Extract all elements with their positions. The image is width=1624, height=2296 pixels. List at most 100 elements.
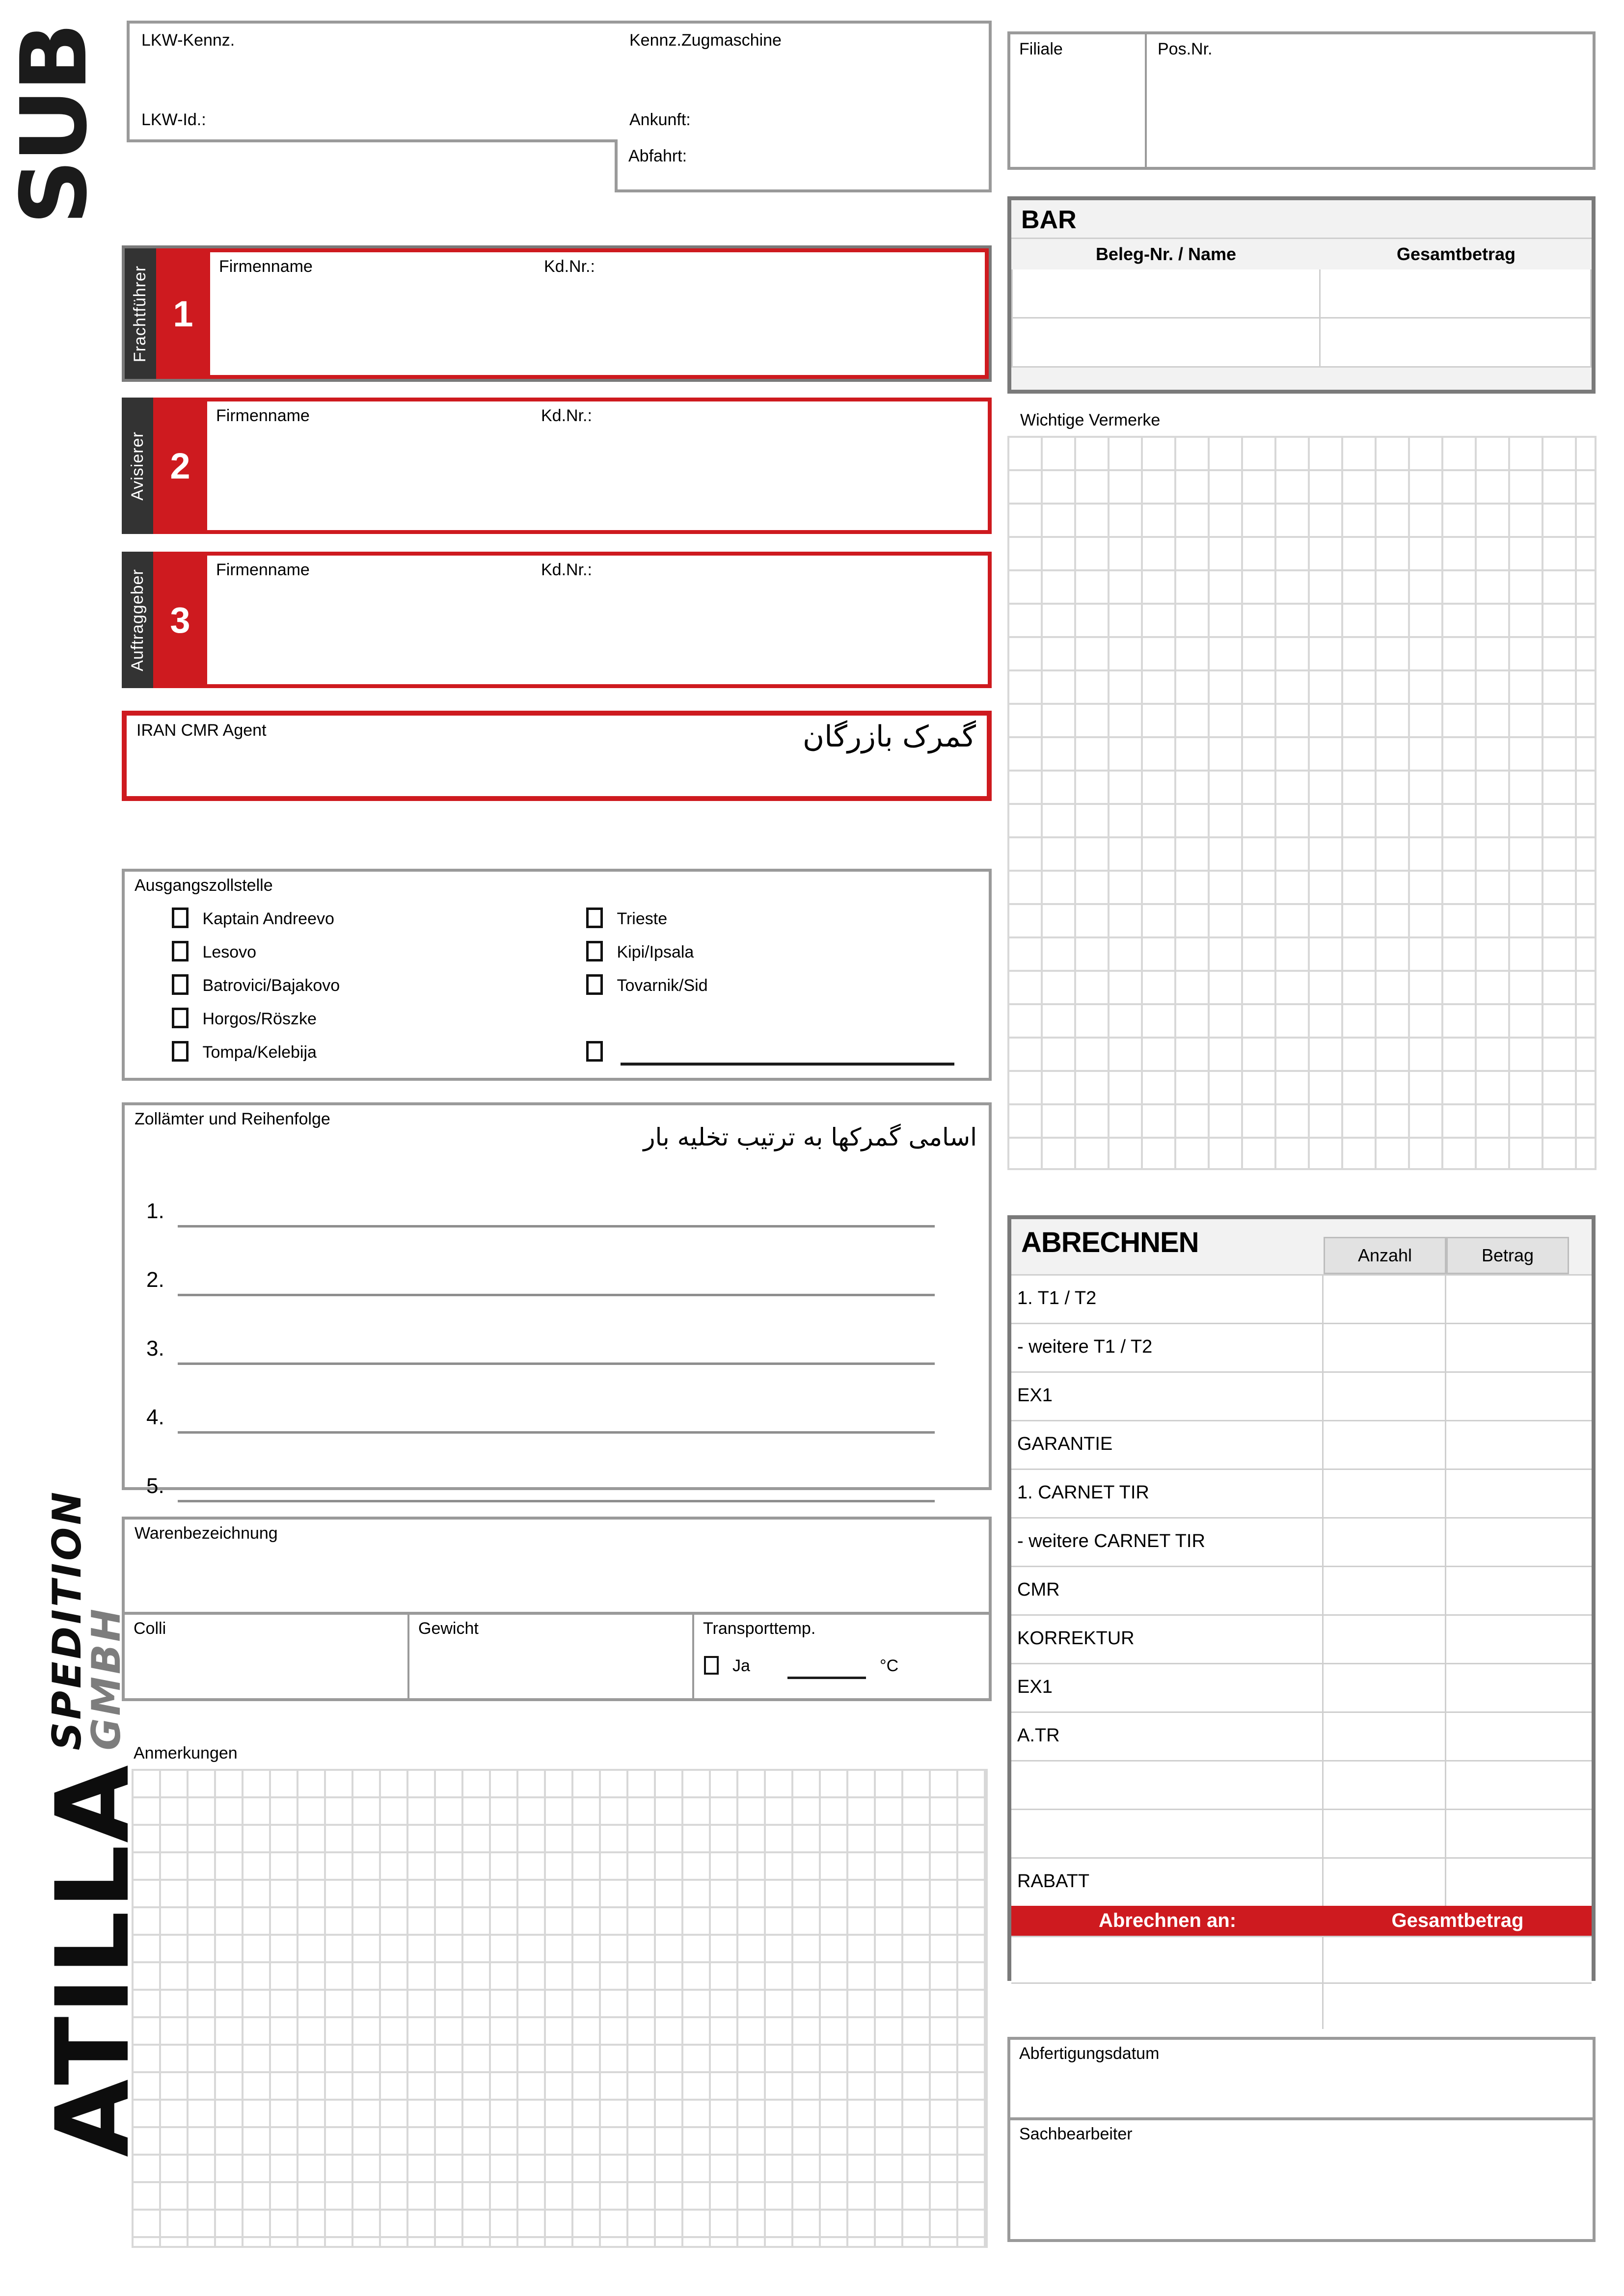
abrechnen-anzahl-cell[interactable] (1324, 1713, 1446, 1760)
party-box-frachtfuehrer: Frachtführer 1 Firmenname Kd.Nr.: (122, 245, 992, 382)
checkbox-tovarnik-sid-icon[interactable] (586, 974, 603, 995)
abrechnen-row[interactable]: - weitere CARNET TIR (1011, 1517, 1592, 1566)
abrechnen-row[interactable]: 1. T1 / T2 (1011, 1274, 1592, 1323)
abrechnen-row[interactable] (1011, 1809, 1592, 1857)
bar-beleg-cell[interactable] (1011, 269, 1321, 319)
abrechnen-betrag-cell[interactable] (1446, 1373, 1592, 1420)
zollaemter-item[interactable]: 3. (146, 1336, 956, 1406)
checkbox-row[interactable]: Trieste (586, 908, 708, 941)
bar-beleg-cell[interactable] (1011, 319, 1321, 368)
bar-row[interactable] (1011, 319, 1592, 368)
wichtige-vermerke-grid[interactable] (1007, 436, 1597, 1170)
gewicht-cell[interactable]: Gewicht (409, 1615, 694, 1698)
abrechnen-row[interactable]: RABATT (1011, 1857, 1592, 1906)
transporttemp-value-line[interactable] (787, 1677, 866, 1679)
abrechnen-betrag-cell[interactable] (1446, 1616, 1592, 1663)
bar-betrag-cell[interactable] (1321, 269, 1592, 319)
checkbox-row[interactable]: Horgos/Röszke (172, 1008, 340, 1041)
checkbox-row[interactable]: Lesovo (172, 941, 340, 974)
checkbox-trieste-icon[interactable] (586, 908, 603, 928)
abrechnen-betrag-cell[interactable] (1446, 1519, 1592, 1566)
abrechnen-footer-left-cell[interactable] (1011, 1984, 1324, 2029)
checkbox-row[interactable]: Kaptain Andreevo (172, 908, 340, 941)
iran-cmr-agent-box[interactable]: IRAN CMR Agent گمرک بازرگان (122, 711, 992, 801)
abrechnen-box: ABRECHNEN Anzahl Betrag 1. T1 / T2 - wei… (1007, 1215, 1596, 2029)
anmerkungen-label: Anmerkungen (134, 1744, 238, 1762)
zollaemter-item[interactable]: 5. (146, 1474, 956, 1543)
anmerkungen-grid[interactable] (132, 1769, 988, 2248)
abrechnen-row[interactable]: EX1 (1011, 1663, 1592, 1711)
abrechnen-anzahl-cell[interactable] (1324, 1324, 1446, 1371)
bar-betrag-cell[interactable] (1321, 319, 1592, 368)
abrechnen-betrag-cell[interactable] (1446, 1664, 1592, 1711)
checkbox-transporttemp-ja-icon[interactable] (704, 1656, 719, 1675)
other-write-in-line[interactable] (621, 1063, 954, 1066)
abrechnen-footer-right-cell[interactable] (1324, 1937, 1592, 1982)
posnr-cell[interactable]: Pos.Nr. (1147, 34, 1593, 167)
warenbezeichnung-box[interactable]: Warenbezeichnung (122, 1517, 992, 1615)
zollaemter-item[interactable]: 2. (146, 1268, 956, 1337)
checkbox-row[interactable]: Tompa/Kelebija (172, 1041, 340, 1074)
avisierer-input-area[interactable]: Firmenname Kd.Nr.: (207, 401, 988, 530)
abrechnen-betrag-cell[interactable] (1446, 1421, 1592, 1468)
abrechnen-row[interactable]: CMR (1011, 1566, 1592, 1614)
checkbox-kipi-ipsala-icon[interactable] (586, 941, 603, 961)
bar-row[interactable] (1011, 269, 1592, 319)
sachbearbeiter-box[interactable]: Sachbearbeiter (1007, 2117, 1596, 2242)
abrechnen-footer-right-cell[interactable] (1324, 1984, 1592, 2029)
zollaemter-item[interactable]: 4. (146, 1405, 956, 1474)
abrechnen-anzahl-cell[interactable] (1324, 1519, 1446, 1566)
checkbox-row[interactable]: Kipi/Ipsala (586, 941, 708, 974)
checkbox-horgos-roeszke-icon[interactable] (172, 1008, 189, 1028)
zollaemter-item-line[interactable] (178, 1362, 935, 1365)
checkbox-other-icon[interactable] (586, 1041, 603, 1062)
abfertigungsdatum-box[interactable]: Abfertigungsdatum (1007, 2037, 1596, 2120)
abrechnen-betrag-cell[interactable] (1446, 1567, 1592, 1614)
abrechnen-anzahl-cell[interactable] (1324, 1859, 1446, 1906)
abrechnen-footer-row[interactable] (1011, 1982, 1592, 2029)
checkbox-row[interactable]: Batrovici/Bajakovo (172, 974, 340, 1008)
checkbox-row[interactable]: Tovarnik/Sid (586, 974, 708, 1008)
checkbox-lesovo-icon[interactable] (172, 941, 189, 961)
abrechnen-row[interactable]: - weitere T1 / T2 (1011, 1323, 1592, 1371)
abrechnen-anzahl-cell[interactable] (1324, 1421, 1446, 1468)
abrechnen-anzahl-cell[interactable] (1324, 1470, 1446, 1517)
zollaemter-item-line[interactable] (178, 1294, 935, 1296)
abrechnen-footer-row[interactable] (1011, 1936, 1592, 1982)
zollaemter-item-line[interactable] (178, 1431, 935, 1434)
filiale-cell[interactable]: Filiale (1010, 34, 1147, 167)
abrechnen-betrag-cell[interactable] (1446, 1713, 1592, 1760)
abrechnen-betrag-cell[interactable] (1446, 1276, 1592, 1323)
zollaemter-item-line[interactable] (178, 1225, 935, 1228)
abrechnen-anzahl-cell[interactable] (1324, 1810, 1446, 1857)
abrechnen-row[interactable]: A.TR (1011, 1711, 1592, 1760)
abrechnen-betrag-cell[interactable] (1446, 1859, 1592, 1906)
colli-cell[interactable]: Colli (125, 1615, 409, 1698)
abrechnen-row[interactable]: 1. CARNET TIR (1011, 1468, 1592, 1517)
checkbox-row-other[interactable] (586, 1041, 954, 1074)
abrechnen-row[interactable] (1011, 1760, 1592, 1809)
abrechnen-anzahl-cell[interactable] (1324, 1567, 1446, 1614)
abrechnen-rows: 1. T1 / T2 - weitere T1 / T2 EX1 GARANTI… (1011, 1274, 1592, 1906)
abrechnen-anzahl-cell[interactable] (1324, 1664, 1446, 1711)
abrechnen-anzahl-cell[interactable] (1324, 1762, 1446, 1809)
zollaemter-item-line[interactable] (178, 1500, 935, 1502)
zollaemter-item[interactable]: 1. (146, 1199, 956, 1268)
abrechnen-betrag-cell[interactable] (1446, 1324, 1592, 1371)
checkbox-batrovici-bajakovo-icon[interactable] (172, 974, 189, 995)
abrechnen-betrag-cell[interactable] (1446, 1810, 1592, 1857)
abrechnen-footer-left-cell[interactable] (1011, 1937, 1324, 1982)
abrechnen-anzahl-cell[interactable] (1324, 1276, 1446, 1323)
abrechnen-row[interactable]: GARANTIE (1011, 1420, 1592, 1468)
abrechnen-row[interactable]: EX1 (1011, 1371, 1592, 1420)
abrechnen-betrag-cell[interactable] (1446, 1762, 1592, 1809)
transporttemp-cell[interactable]: Transporttemp. Ja °C (694, 1615, 989, 1698)
frachtfuehrer-input-area[interactable]: Firmenname Kd.Nr.: (210, 252, 985, 375)
abrechnen-anzahl-cell[interactable] (1324, 1616, 1446, 1663)
checkbox-tompa-kelebija-icon[interactable] (172, 1041, 189, 1062)
checkbox-kaptain-andreevo-icon[interactable] (172, 908, 189, 928)
abrechnen-betrag-cell[interactable] (1446, 1470, 1592, 1517)
abrechnen-row[interactable]: KORREKTUR (1011, 1614, 1592, 1663)
abrechnen-anzahl-cell[interactable] (1324, 1373, 1446, 1420)
auftraggeber-input-area[interactable]: Firmenname Kd.Nr.: (207, 556, 988, 684)
